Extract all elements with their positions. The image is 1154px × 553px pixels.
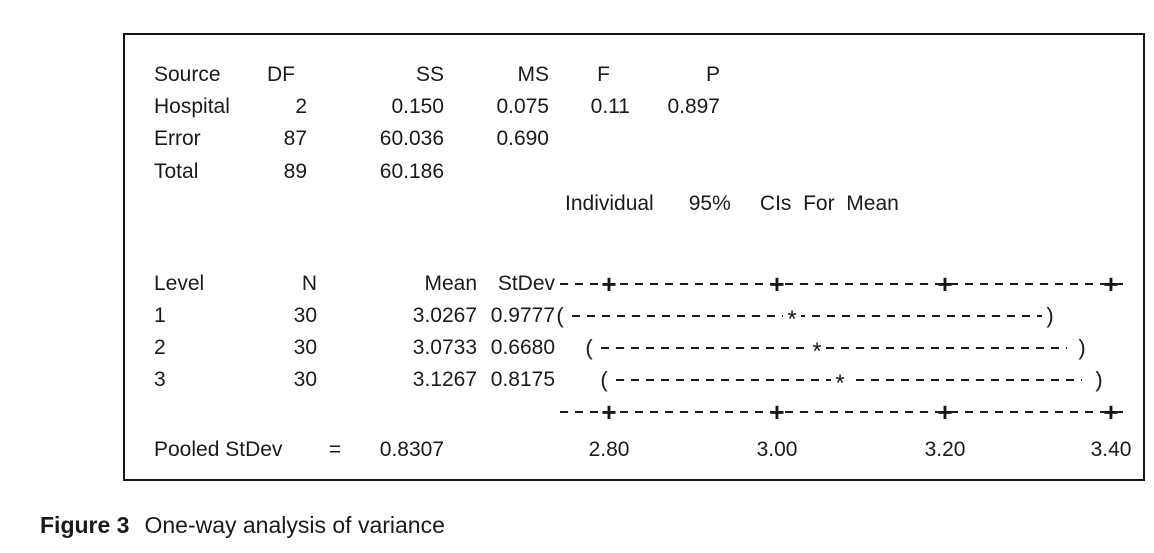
means-header-level: Level (154, 272, 205, 295)
x-tick-label-3: 3.20 (924, 438, 966, 461)
ci-level1-mean-star: * (783, 306, 801, 334)
ci-level2-close-paren: ) (1078, 335, 1086, 360)
means-level3-mean: 3.1267 (412, 368, 477, 391)
x-tick-label-1: 2.80 (588, 438, 630, 461)
means-level2-level: 2 (154, 336, 166, 359)
means-level1-n: 30 (293, 304, 317, 327)
means-level3-level: 3 (154, 368, 166, 391)
anova-hospital-f: 0.11 (590, 95, 630, 118)
ci-level1-open-paren: ( (556, 303, 564, 328)
means-level3-stdev: 0.8175 (490, 368, 555, 391)
means-level1-level: 1 (154, 304, 166, 327)
anova-header-ss: SS (415, 63, 444, 86)
anova-error-df: 87 (283, 127, 307, 150)
ci-level3-mean-star: * (831, 370, 849, 398)
anova-hospital-ms: 0.075 (496, 95, 549, 118)
anova-header-ms: MS (517, 63, 550, 86)
anova-header-source: Source (154, 63, 221, 86)
anova-header-f: F (597, 63, 610, 86)
figure-box: Source DF SS MS F P Hospital 2 0.150 0.0… (123, 33, 1145, 481)
ci-level2-mean-star: * (808, 338, 826, 366)
x-tick-label-2: 3.00 (756, 438, 798, 461)
ci-level3-open-paren: ( (600, 367, 608, 392)
anova-error-ss: 60.036 (379, 127, 444, 150)
anova-header-p: P (705, 63, 720, 86)
top-axis-dashed-line (560, 283, 1130, 285)
ci-heading: Individual 95% CIs For Mean (565, 192, 899, 215)
x-tick-label-4: 3.40 (1090, 438, 1132, 461)
means-level3-n: 30 (293, 368, 317, 391)
ci-level1-close-paren: ) (1046, 303, 1054, 328)
ci-level1-dashed-line (572, 315, 1042, 317)
means-level2-n: 30 (293, 336, 317, 359)
means-header-mean: Mean (424, 272, 477, 295)
means-level1-mean: 3.0267 (412, 304, 477, 327)
figure-caption-text: One-way analysis of variance (144, 512, 445, 538)
anova-hospital-p: 0.897 (667, 95, 720, 118)
ci-level3-dashed-line (616, 379, 1082, 381)
bottom-axis-dashed-line (560, 411, 1130, 413)
anova-total-ss: 60.186 (379, 160, 444, 183)
ci-level3-close-paren: ) (1095, 367, 1103, 392)
anova-error-ms: 0.690 (496, 127, 549, 150)
anova-hospital-ss: 0.150 (391, 95, 444, 118)
means-level1-stdev: 0.9777 (490, 304, 555, 327)
anova-hospital-source: Hospital (154, 95, 230, 118)
anova-hospital-df: 2 (295, 95, 307, 118)
means-header-stdev: StDev (497, 272, 555, 295)
figure-caption-label: Figure 3 (40, 512, 130, 538)
pooled-stdev-equals: = (328, 438, 342, 461)
means-level2-stdev: 0.6680 (490, 336, 555, 359)
ci-level2-open-paren: ( (585, 335, 593, 360)
anova-error-source: Error (154, 127, 201, 150)
means-header-n: N (301, 272, 317, 295)
pooled-stdev-label: Pooled StDev (154, 438, 283, 461)
anova-total-df: 89 (283, 160, 307, 183)
pooled-stdev-value: 0.8307 (379, 438, 444, 461)
anova-header-df: DF (267, 63, 295, 86)
means-level2-mean: 3.0733 (412, 336, 477, 359)
figure-caption: Figure 3 One-way analysis of variance (40, 510, 445, 540)
anova-total-source: Total (154, 160, 199, 183)
ci-level2-dashed-line (601, 347, 1067, 349)
